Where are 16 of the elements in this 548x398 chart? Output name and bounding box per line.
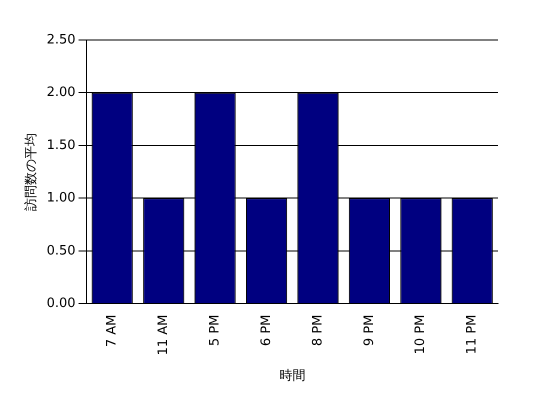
x-tick-label: 7 AM [104,314,120,348]
x-tick-label: 10 PM [413,314,428,354]
y-axis-title: 訪問数の平均 [24,132,40,211]
y-tick-label: 2.00 [46,85,76,100]
y-tick-label: 1.00 [46,190,76,206]
x-tick-label: 9 PM [362,314,377,346]
x-tick-label: 11 PM [464,314,480,354]
y-tick-label: 2.50 [46,32,76,48]
x-tick-label: 11 AM [156,314,172,356]
x-axis-title: 時間 [279,368,306,384]
y-tick-label: 1.50 [46,138,76,153]
y-tick-label: 0.50 [46,243,76,258]
y-tick-label: 0.00 [46,296,76,311]
x-tick-label: 8 PM [310,314,326,346]
x-tick-label: 5 PM [208,314,222,346]
x-tick-label: 6 PM [258,314,274,346]
